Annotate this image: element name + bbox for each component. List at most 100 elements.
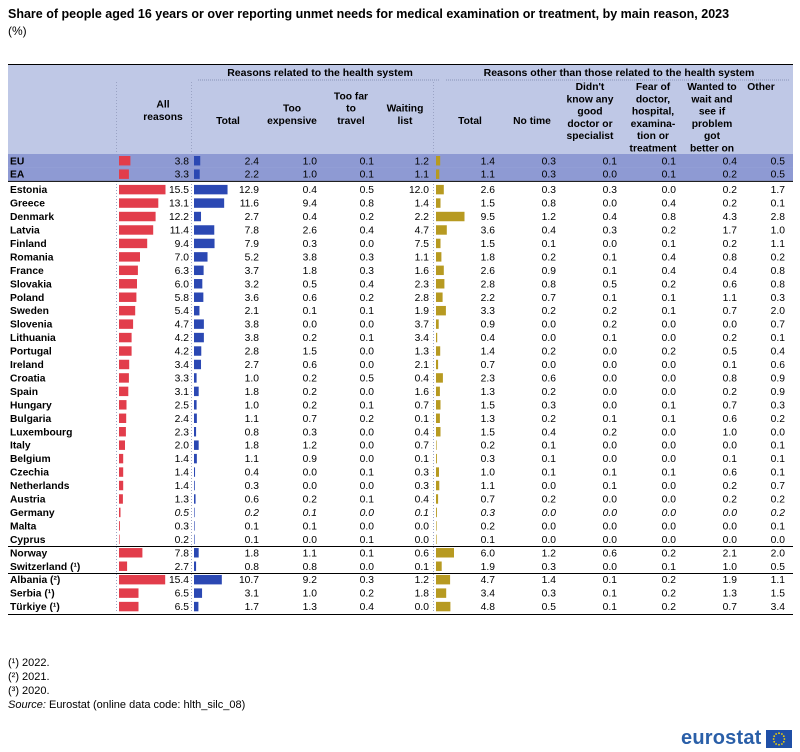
- cell-o_fear: 0.2: [662, 548, 677, 559]
- table-row: Netherlands 1.4 0.3 0.0 0.0 0.3 1.1 0.0 0.1 0.0 0.…: [10, 480, 785, 492]
- column-header-o_wait-line-1: Wanted to: [687, 82, 736, 93]
- cell-h_exp: 0.4: [303, 212, 318, 223]
- table-row: Austria 1.3 0.6 0.2 0.1 0.4 0.7 0.2 0.0 0.0 0.2 0.2: [10, 494, 785, 506]
- cell-o_total: 1.9: [481, 562, 496, 573]
- bar-all: [119, 169, 129, 179]
- cell-o_wait: 0.2: [723, 185, 738, 196]
- cell-o_total: 9.5: [481, 212, 496, 223]
- cell-o_wait: 0.5: [723, 347, 738, 358]
- cell-h_far: 0.3: [360, 252, 375, 263]
- bar-h_total: [194, 292, 204, 302]
- bar-o_total: [436, 169, 440, 179]
- bar-all: [119, 292, 137, 302]
- cell-o_total: 3.6: [481, 226, 496, 237]
- cell-o_other: 2.8: [771, 212, 786, 223]
- cell-o_total: 2.6: [481, 185, 496, 196]
- cell-h_wait: 0.4: [415, 427, 430, 438]
- cell-h_wait: 0.1: [415, 454, 430, 465]
- cell-all: 3.1: [175, 387, 190, 398]
- cell-h_far: 0.4: [360, 226, 375, 237]
- bar-o_total: [436, 400, 441, 410]
- bar-h_total: [194, 238, 215, 249]
- cell-o_fear: 0.2: [662, 575, 677, 586]
- row-label: Italy: [10, 441, 31, 452]
- bar-h_total: [194, 346, 202, 356]
- cell-o_wait: 1.7: [723, 226, 738, 237]
- table-row: Croatia 3.3 1.0 0.2 0.5 0.4 2.3 0.6 0.0 0.0 0.8 0.9: [10, 373, 785, 384]
- cell-all: 3.8: [175, 156, 190, 167]
- cell-h_far: 0.2: [360, 589, 375, 600]
- bar-all: [119, 400, 127, 410]
- column-header-h_wait-line-2: list: [398, 116, 413, 127]
- eurostat-logo: eurostat: [681, 727, 792, 750]
- bar-h_total: [194, 548, 199, 558]
- bar-all: [119, 346, 132, 356]
- row-label: Poland: [10, 293, 44, 304]
- cell-h_far: 0.3: [360, 266, 375, 277]
- bar-o_total: [436, 332, 438, 343]
- cell-h_far: 0.0: [360, 360, 375, 371]
- cell-o_fear: 0.2: [662, 589, 677, 600]
- cell-o_total: 1.3: [481, 414, 496, 425]
- cell-o_total: 1.5: [481, 427, 496, 438]
- bar-all: [119, 521, 120, 531]
- cell-h_total: 5.2: [245, 252, 260, 263]
- row-label: Belgium: [10, 454, 51, 465]
- bar-h_total: [194, 265, 204, 276]
- cell-o_total: 2.8: [481, 279, 496, 290]
- cell-h_exp: 3.8: [303, 252, 318, 263]
- cell-h_exp: 1.8: [303, 266, 318, 277]
- cell-o_fear: 0.0: [662, 427, 677, 438]
- table-row: Poland 5.8 3.6 0.6 0.2 2.8 2.2 0.7 0.1 0.1 1.1 0.3: [10, 292, 785, 304]
- cell-o_other: 1.0: [771, 226, 786, 237]
- bar-h_total: [194, 561, 197, 571]
- cell-h_wait: 2.2: [415, 212, 430, 223]
- row-label: Albania (²): [10, 575, 60, 586]
- cell-o_other: 0.4: [771, 347, 786, 358]
- cell-o_other: 0.2: [771, 508, 786, 519]
- cell-o_fear: 0.0: [662, 495, 677, 506]
- cell-o_time: 0.1: [542, 454, 557, 465]
- cell-o_other: 1.1: [771, 239, 786, 250]
- cell-h_exp: 0.1: [303, 306, 318, 317]
- cell-o_time: 0.2: [542, 414, 557, 425]
- cell-o_wait: 1.0: [723, 562, 738, 573]
- table-row: Italy 2.0 1.8 1.2 0.0 0.7 0.2 0.1 0.0 0.0 0.0 0.1: [10, 440, 785, 452]
- column-header-o_other-line-1: Other: [747, 82, 774, 93]
- row-label: EA: [10, 170, 25, 181]
- bar-h_total: [194, 279, 203, 289]
- row-label: Malta: [10, 521, 37, 532]
- cell-o_wait: 0.2: [723, 481, 738, 492]
- cell-o_wait: 4.3: [723, 212, 738, 223]
- cell-all: 6.0: [175, 279, 190, 290]
- cell-o_total: 1.8: [481, 252, 496, 263]
- cell-o_total: 0.1: [481, 535, 496, 546]
- cell-h_total: 2.7: [245, 360, 260, 371]
- bar-all: [119, 156, 131, 166]
- row-label: Portugal: [10, 347, 52, 358]
- cell-h_far: 0.1: [360, 495, 375, 506]
- cell-o_other: 2.0: [771, 306, 786, 317]
- bar-o_total: [436, 305, 446, 316]
- column-header-o_total-line-1: Total: [458, 116, 482, 127]
- cell-h_total: 3.1: [245, 589, 260, 600]
- cell-o_total: 0.2: [481, 441, 496, 452]
- cell-h_far: 0.1: [360, 306, 375, 317]
- cell-o_know: 0.1: [603, 589, 618, 600]
- cell-o_know: 0.1: [603, 333, 618, 344]
- table-row: Estonia 15.5 12.9 0.4 0.5 12.0 2.6 0.3 0.3 0.0 0.2…: [10, 184, 785, 196]
- cell-h_exp: 1.5: [303, 347, 318, 358]
- cell-o_wait: 0.2: [723, 170, 738, 181]
- cell-h_far: 0.5: [360, 373, 375, 384]
- bar-h_total: [194, 211, 202, 222]
- bar-h_total: [194, 359, 202, 370]
- row-label: Serbia (¹): [10, 588, 55, 600]
- cell-h_wait: 0.0: [415, 535, 430, 546]
- cell-h_total: 3.7: [245, 266, 260, 277]
- cell-h_wait: 1.4: [415, 199, 430, 210]
- cell-all: 13.1: [169, 199, 189, 210]
- cell-o_fear: 0.1: [662, 468, 677, 479]
- cell-o_fear: 0.0: [662, 481, 677, 492]
- cell-h_exp: 9.2: [303, 575, 318, 586]
- cell-o_time: 1.4: [542, 575, 557, 586]
